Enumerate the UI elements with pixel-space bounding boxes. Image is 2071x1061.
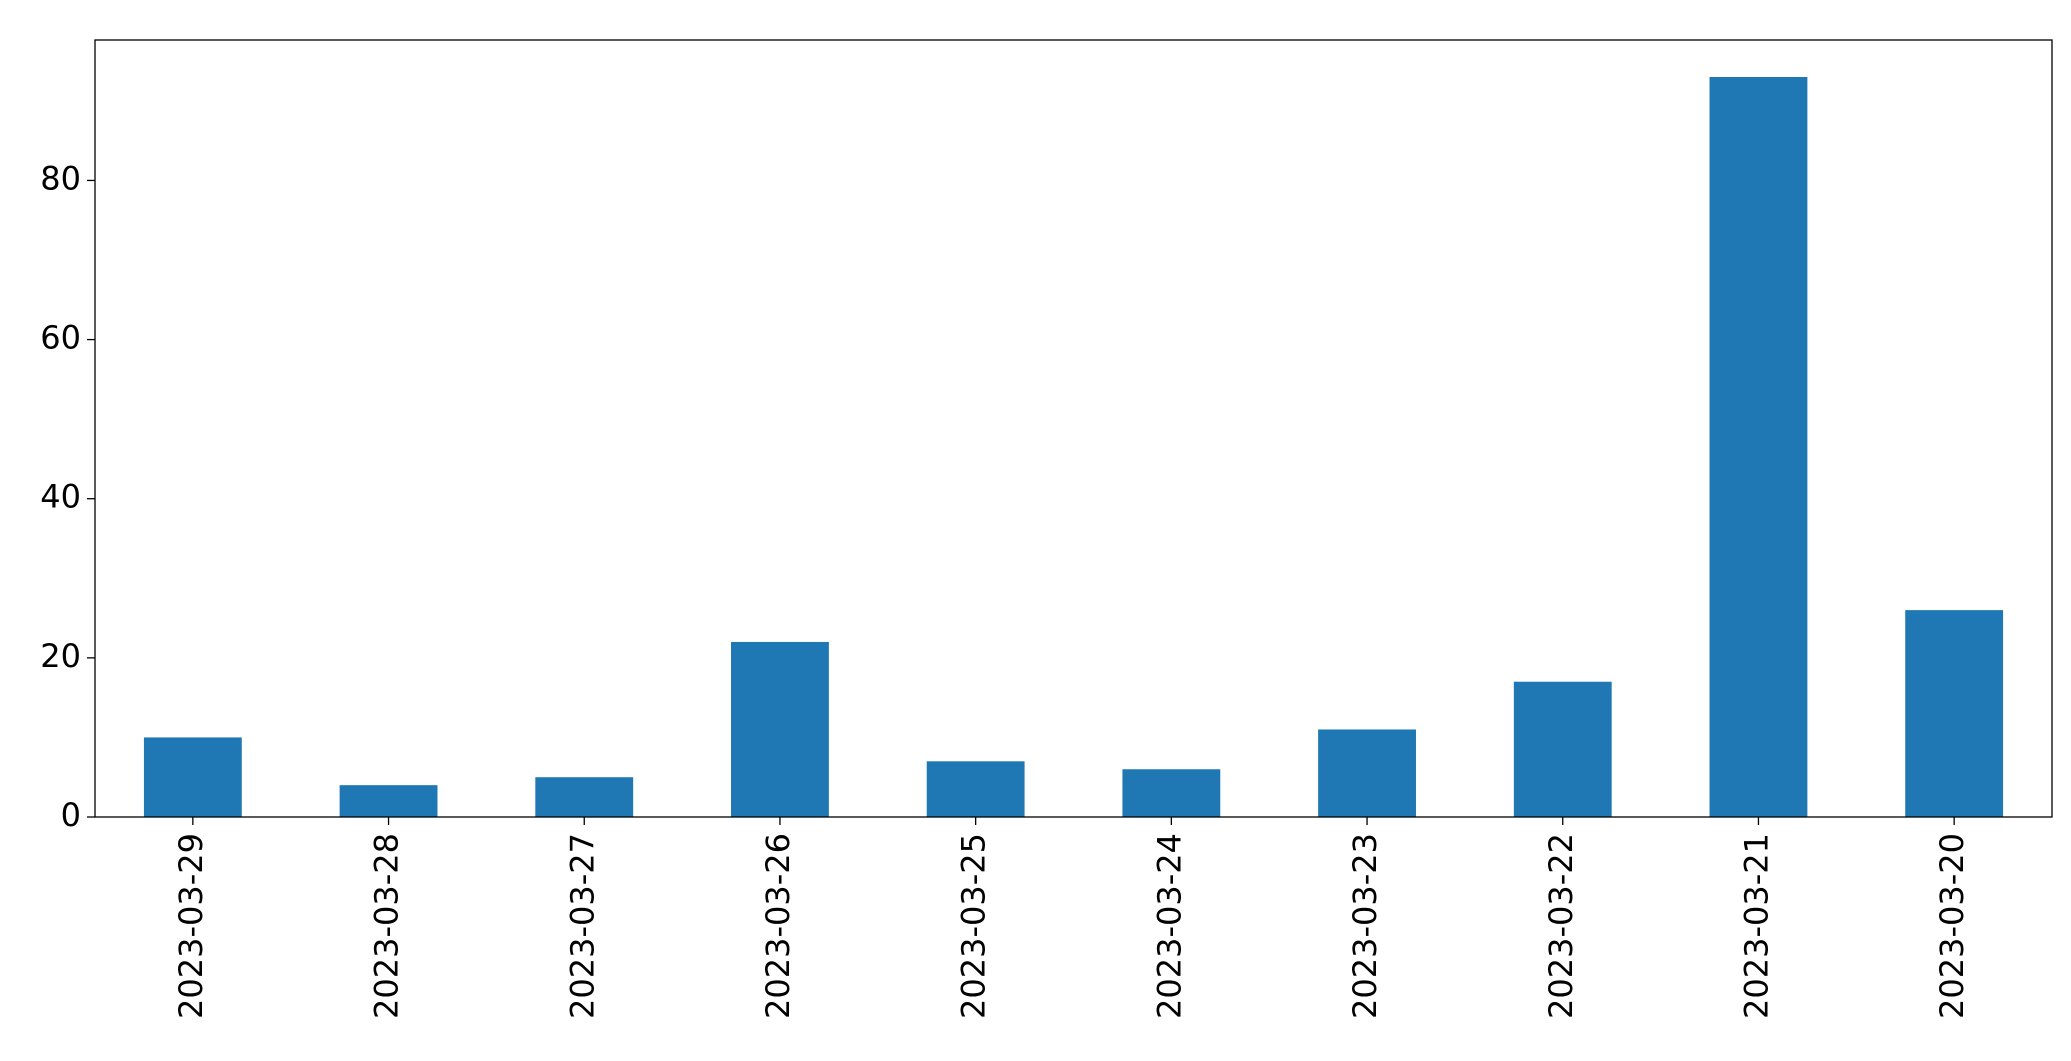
x-tick-label: 2023-03-26 <box>759 833 797 1019</box>
x-tick-label: 2023-03-24 <box>1150 833 1188 1019</box>
x-tick-label: 2023-03-27 <box>563 833 601 1019</box>
bar <box>1513 681 1612 817</box>
bar <box>535 777 634 817</box>
x-tick-label: 2023-03-21 <box>1737 833 1775 1019</box>
bar <box>1709 77 1808 817</box>
y-tick-label: 0 <box>61 796 81 834</box>
y-tick-label: 20 <box>40 637 81 675</box>
x-tick-label: 2023-03-20 <box>1933 833 1971 1019</box>
bar <box>926 761 1025 817</box>
bar <box>1122 769 1221 817</box>
y-tick-label: 40 <box>40 478 81 516</box>
bar <box>1318 729 1416 817</box>
bar <box>143 737 242 817</box>
y-tick-label: 80 <box>40 159 81 197</box>
x-tick-label: 2023-03-25 <box>955 833 993 1019</box>
y-tick-label: 60 <box>40 319 81 357</box>
bar <box>731 641 829 817</box>
bar <box>339 785 438 817</box>
x-tick-label: 2023-03-22 <box>1542 833 1580 1019</box>
x-tick-label: 2023-03-23 <box>1346 833 1384 1019</box>
x-tick-label: 2023-03-29 <box>172 833 210 1019</box>
x-tick-label: 2023-03-28 <box>368 833 406 1019</box>
plot-frame <box>94 39 2053 818</box>
bar <box>1905 610 2004 817</box>
